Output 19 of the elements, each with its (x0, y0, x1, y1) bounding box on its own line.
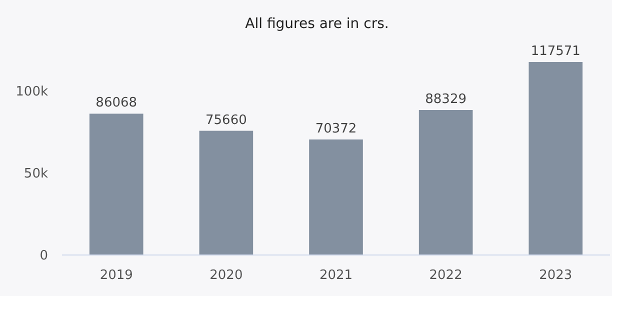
data-label: 75660 (206, 112, 247, 128)
x-tick-label: 2023 (539, 268, 572, 283)
bar (199, 130, 254, 255)
data-label: 70372 (315, 121, 357, 136)
x-tick-label: 2019 (100, 268, 133, 283)
x-tick-label: 2021 (319, 268, 353, 283)
y-tick-label: 100k (16, 84, 48, 100)
data-label: 117571 (530, 44, 580, 59)
data-label: 88329 (425, 92, 466, 107)
data-label: 86068 (96, 96, 138, 111)
x-tick-label: 2020 (210, 268, 243, 283)
chart-title: All figures are in crs. (245, 16, 389, 32)
bar (528, 62, 583, 255)
x-tick-label: 2022 (429, 268, 462, 283)
y-tick-label: 0 (40, 248, 48, 264)
y-tick-label: 50k (24, 166, 48, 182)
bar (89, 114, 144, 255)
bar (309, 139, 363, 255)
bar (418, 110, 473, 255)
